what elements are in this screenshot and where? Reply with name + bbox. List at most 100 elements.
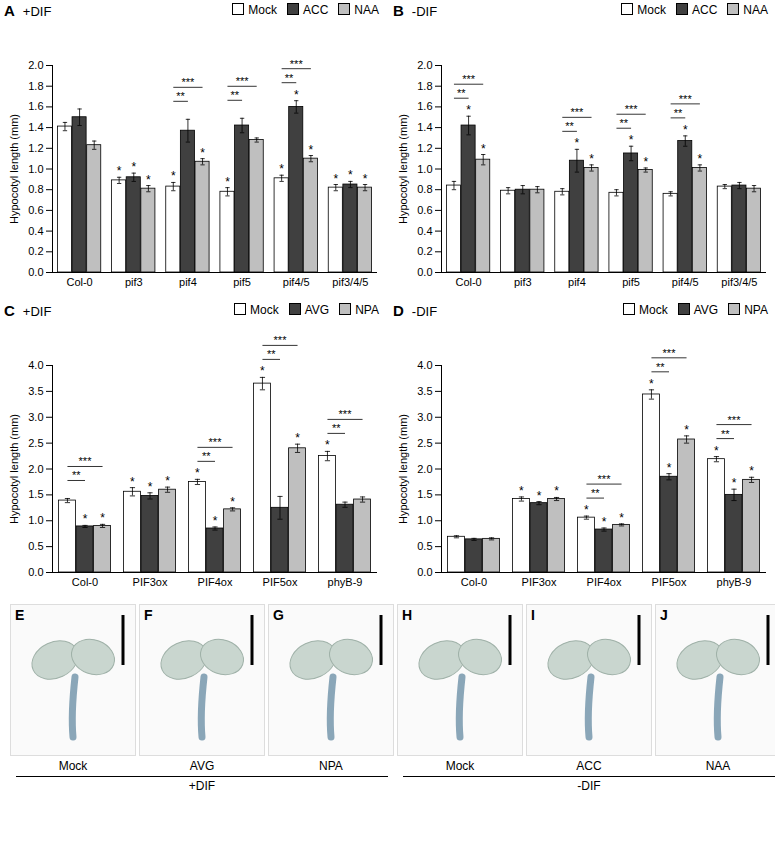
svg-text:***: *** xyxy=(625,103,639,115)
svg-text:*: * xyxy=(684,423,689,437)
svg-text:***: *** xyxy=(209,436,223,448)
svg-text:pif3: pif3 xyxy=(125,276,143,288)
svg-text:**: ** xyxy=(285,72,294,84)
svg-text:***: *** xyxy=(728,414,742,426)
svg-text:***: *** xyxy=(570,106,584,118)
svg-text:*: * xyxy=(575,136,580,150)
svg-text:**: ** xyxy=(591,487,600,499)
svg-text:Hypocotyl length (mm): Hypocotyl length (mm) xyxy=(8,114,20,224)
svg-text:1.8: 1.8 xyxy=(28,80,43,92)
svg-text:**: ** xyxy=(230,89,239,101)
svg-text:**: ** xyxy=(674,107,683,119)
svg-text:***: *** xyxy=(679,93,693,105)
svg-text:*: * xyxy=(165,474,170,488)
svg-text:***: *** xyxy=(598,473,612,485)
svg-text:*: * xyxy=(602,515,607,529)
svg-text:*: * xyxy=(714,444,719,458)
svg-text:PIF3ox: PIF3ox xyxy=(522,576,557,588)
svg-text:*: * xyxy=(295,431,300,445)
svg-text:pif5: pif5 xyxy=(622,276,640,288)
svg-text:4.0: 4.0 xyxy=(28,359,43,371)
svg-text:*: * xyxy=(481,142,486,156)
svg-text:0.0: 0.0 xyxy=(417,266,432,278)
svg-text:1.5: 1.5 xyxy=(417,488,432,500)
svg-text:*: * xyxy=(260,364,265,378)
svg-text:0.2: 0.2 xyxy=(28,245,43,257)
svg-text:*: * xyxy=(213,514,218,528)
svg-text:2.5: 2.5 xyxy=(28,437,43,449)
svg-text:pif4/5: pif4/5 xyxy=(672,276,699,288)
svg-text:0.4: 0.4 xyxy=(28,225,43,237)
svg-text:*: * xyxy=(171,169,176,183)
svg-text:0.2: 0.2 xyxy=(417,245,432,257)
svg-text:1.6: 1.6 xyxy=(28,100,43,112)
svg-text:0.5: 0.5 xyxy=(417,540,432,552)
svg-text:3.0: 3.0 xyxy=(28,411,43,423)
svg-text:*: * xyxy=(732,476,737,490)
svg-text:*: * xyxy=(537,489,542,503)
svg-text:pif3/4/5: pif3/4/5 xyxy=(332,276,368,288)
svg-text:2.5: 2.5 xyxy=(417,437,432,449)
svg-text:*: * xyxy=(130,475,135,489)
svg-text:2.0: 2.0 xyxy=(28,59,43,71)
svg-text:Col-0: Col-0 xyxy=(461,576,487,588)
svg-text:**: ** xyxy=(457,87,466,99)
svg-text:0.6: 0.6 xyxy=(28,204,43,216)
svg-text:*: * xyxy=(698,152,703,166)
svg-text:PIF5ox: PIF5ox xyxy=(263,576,298,588)
svg-text:*: * xyxy=(519,484,524,498)
svg-text:*: * xyxy=(554,484,559,498)
svg-text:**: ** xyxy=(176,90,185,102)
svg-text:***: *** xyxy=(339,408,353,420)
svg-text:*: * xyxy=(466,103,471,117)
svg-text:*: * xyxy=(333,172,338,186)
svg-text:*: * xyxy=(279,162,284,176)
svg-text:PIF4ox: PIF4ox xyxy=(198,576,233,588)
svg-text:*: * xyxy=(309,143,314,157)
svg-text:***: *** xyxy=(663,347,677,359)
svg-text:*: * xyxy=(363,172,368,186)
svg-text:*: * xyxy=(649,377,654,391)
svg-text:*: * xyxy=(148,480,153,494)
svg-text:2.0: 2.0 xyxy=(417,463,432,475)
svg-text:***: *** xyxy=(181,76,195,88)
svg-text:3.0: 3.0 xyxy=(417,411,432,423)
svg-text:PIF3ox: PIF3ox xyxy=(133,576,168,588)
svg-text:**: ** xyxy=(202,450,211,462)
svg-text:1.6: 1.6 xyxy=(417,100,432,112)
svg-text:0.0: 0.0 xyxy=(28,266,43,278)
svg-text:3.5: 3.5 xyxy=(28,385,43,397)
svg-text:pif5: pif5 xyxy=(233,276,251,288)
svg-text:2.0: 2.0 xyxy=(417,59,432,71)
svg-text:pif4/5: pif4/5 xyxy=(283,276,310,288)
svg-text:*: * xyxy=(294,88,299,102)
svg-text:*: * xyxy=(629,133,634,147)
svg-text:**: ** xyxy=(332,422,341,434)
svg-text:phyB-9: phyB-9 xyxy=(328,576,363,588)
svg-text:pif3/4/5: pif3/4/5 xyxy=(721,276,757,288)
svg-text:***: *** xyxy=(236,75,250,87)
svg-text:*: * xyxy=(146,173,151,187)
svg-text:***: *** xyxy=(274,334,288,346)
svg-text:2.0: 2.0 xyxy=(28,463,43,475)
svg-text:*: * xyxy=(195,466,200,480)
svg-text:*: * xyxy=(100,511,105,525)
svg-text:*: * xyxy=(749,464,754,478)
svg-text:3.5: 3.5 xyxy=(417,385,432,397)
svg-text:***: *** xyxy=(79,455,93,467)
svg-text:1.8: 1.8 xyxy=(417,80,432,92)
svg-text:**: ** xyxy=(72,469,81,481)
svg-text:*: * xyxy=(83,512,88,526)
svg-text:PIF4ox: PIF4ox xyxy=(587,576,622,588)
svg-text:**: ** xyxy=(656,361,665,373)
svg-text:1.4: 1.4 xyxy=(28,121,43,133)
svg-text:*: * xyxy=(131,160,136,174)
svg-text:***: *** xyxy=(290,58,304,70)
svg-text:pif4: pif4 xyxy=(568,276,586,288)
svg-text:PIF5ox: PIF5ox xyxy=(652,576,687,588)
svg-text:**: ** xyxy=(565,120,574,132)
svg-text:1.0: 1.0 xyxy=(28,163,43,175)
svg-text:0.6: 0.6 xyxy=(417,204,432,216)
svg-text:1.2: 1.2 xyxy=(28,142,43,154)
svg-text:0.8: 0.8 xyxy=(28,183,43,195)
